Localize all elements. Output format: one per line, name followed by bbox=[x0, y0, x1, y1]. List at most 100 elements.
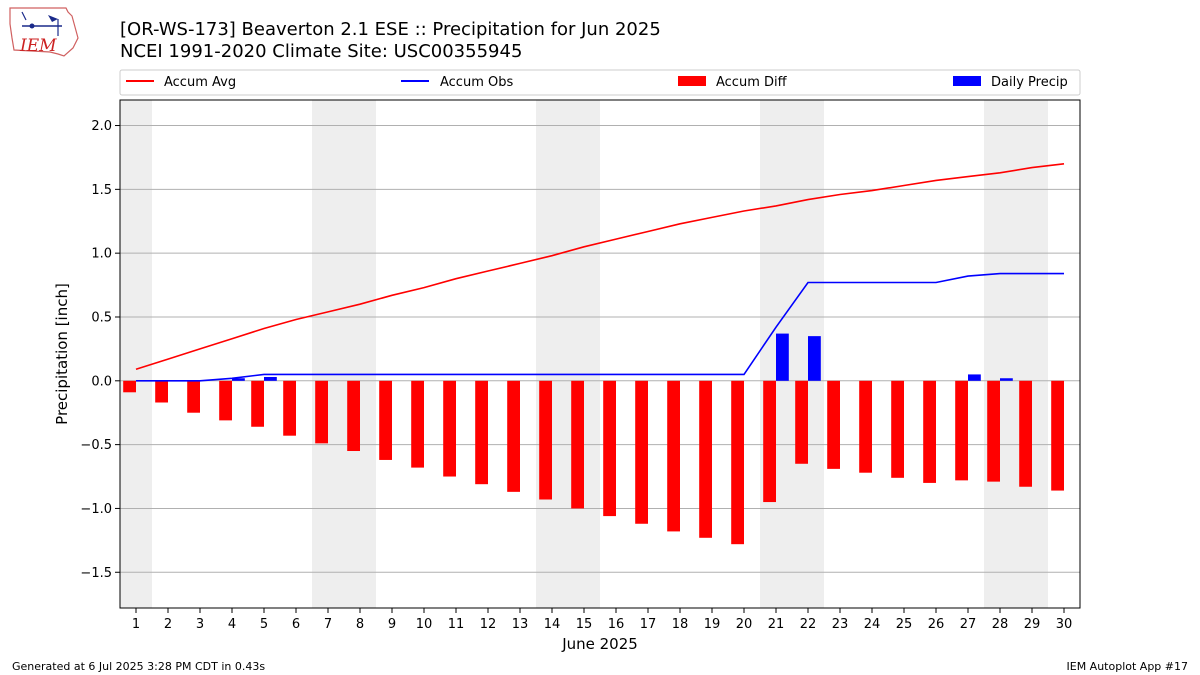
legend-item-daily-precip: Daily Precip bbox=[953, 75, 1068, 90]
accum-diff-bar bbox=[891, 380, 904, 478]
accum-diff-bar bbox=[443, 380, 456, 477]
legend-label-accum-obs: Accum Obs bbox=[440, 75, 513, 90]
x-tick-label: 13 bbox=[512, 617, 529, 632]
weather-station-icon bbox=[21, 11, 62, 36]
accum-diff-bar bbox=[283, 380, 296, 436]
bars bbox=[123, 333, 1064, 545]
footer-app: IEM Autoplot App #17 bbox=[1067, 660, 1189, 673]
x-tick-label: 14 bbox=[544, 617, 561, 632]
accum-diff-bar bbox=[699, 380, 712, 538]
accum-diff-bar bbox=[731, 380, 744, 545]
x-tick-label: 7 bbox=[324, 617, 332, 632]
accum-diff-bar bbox=[795, 380, 808, 464]
y-tick-label: 1.5 bbox=[91, 183, 112, 198]
accum-diff-bar bbox=[123, 380, 136, 393]
daily-precip-bar bbox=[776, 333, 789, 381]
y-axis-label: Precipitation [inch] bbox=[53, 283, 71, 425]
accum-diff-bar bbox=[923, 380, 936, 483]
accum-diff-bar bbox=[411, 380, 424, 468]
legend-label-accum-diff: Accum Diff bbox=[716, 75, 788, 90]
iem-logo: IEM bbox=[9, 7, 79, 57]
accum-diff-bar bbox=[987, 380, 1000, 482]
daily-precip-bar bbox=[968, 374, 981, 381]
weekend-band bbox=[1016, 100, 1048, 608]
lines bbox=[135, 163, 1065, 382]
legend-label-accum-avg: Accum Avg bbox=[164, 75, 236, 90]
weekend-band bbox=[984, 100, 1016, 608]
accum-diff-bar bbox=[315, 380, 328, 444]
x-tick-label: 27 bbox=[960, 617, 977, 632]
y-tick-label: 0.5 bbox=[91, 310, 112, 325]
x-tick-label: 15 bbox=[576, 617, 593, 632]
accum-diff-bar bbox=[763, 380, 776, 503]
logo-text: IEM bbox=[19, 36, 57, 56]
daily-precip-bar bbox=[808, 336, 821, 381]
x-axis: 1 2 3 4 5 6 7 8 9 10 11 12 13 14 15 16 17 18 19 20 21 22 23 24 2… bbox=[132, 608, 1072, 632]
weekend-band bbox=[536, 100, 568, 608]
x-tick-label: 6 bbox=[292, 617, 300, 632]
y-tick-label: 2.0 bbox=[91, 119, 112, 134]
x-tick-label: 28 bbox=[992, 617, 1009, 632]
chart-title: [OR-WS-173] Beaverton 2.1 ESE :: Precipi… bbox=[120, 19, 661, 40]
x-tick-label: 16 bbox=[608, 617, 625, 632]
accum-diff-bar bbox=[955, 380, 968, 481]
accum-diff-bar bbox=[251, 380, 264, 427]
x-tick-label: 1 bbox=[132, 617, 140, 632]
daily-precip-bar bbox=[232, 378, 245, 381]
accum-diff-bar bbox=[539, 380, 552, 500]
y-tick-label: 0.0 bbox=[91, 374, 112, 389]
weekend-band bbox=[312, 100, 344, 608]
x-tick-label: 3 bbox=[196, 617, 204, 632]
accum-diff-bar bbox=[603, 380, 616, 517]
x-tick-label: 21 bbox=[768, 617, 785, 632]
accum-diff-bar bbox=[859, 380, 872, 473]
weekend-band bbox=[120, 100, 152, 608]
accum-diff-bar bbox=[635, 380, 648, 524]
x-tick-label: 9 bbox=[388, 617, 396, 632]
x-tick-label: 23 bbox=[832, 617, 849, 632]
x-tick-label: 20 bbox=[736, 617, 753, 632]
y-tick-label: 1.0 bbox=[91, 247, 112, 262]
x-tick-label: 30 bbox=[1056, 617, 1073, 632]
accum-diff-bar bbox=[475, 380, 488, 485]
accum-diff-bar bbox=[379, 380, 392, 460]
accum-diff-bar bbox=[1051, 380, 1064, 491]
accum-diff-bar bbox=[1019, 380, 1032, 487]
accum-avg-line bbox=[135, 163, 1065, 371]
x-tick-label: 11 bbox=[448, 617, 465, 632]
daily-precip-bar bbox=[264, 376, 277, 381]
y-tick-label: −1.0 bbox=[80, 502, 112, 517]
gridlines bbox=[120, 125, 1080, 573]
accum-diff-bar bbox=[507, 380, 520, 492]
accum-obs-line bbox=[136, 272, 1064, 382]
x-tick-label: 8 bbox=[356, 617, 364, 632]
x-tick-label: 10 bbox=[416, 617, 433, 632]
weekend-shading bbox=[120, 100, 1048, 608]
x-tick-label: 25 bbox=[896, 617, 913, 632]
legend: Accum Avg Accum Obs Accum Diff Daily Pre… bbox=[119, 69, 1081, 96]
accum-diff-bar bbox=[571, 380, 584, 509]
accum-diff-bar bbox=[347, 380, 360, 452]
x-tick-label: 22 bbox=[800, 617, 817, 632]
daily-precip-bar bbox=[1000, 378, 1013, 381]
x-tick-label: 4 bbox=[228, 617, 236, 632]
weekend-band bbox=[568, 100, 600, 608]
x-tick-label: 12 bbox=[480, 617, 497, 632]
x-tick-label: 29 bbox=[1024, 617, 1041, 632]
chart-subtitle: NCEI 1991-2020 Climate Site: USC00355945 bbox=[120, 41, 522, 62]
y-tick-label: −0.5 bbox=[80, 438, 112, 453]
legend-label-daily-precip: Daily Precip bbox=[991, 75, 1068, 90]
y-tick-label: −1.5 bbox=[80, 566, 112, 581]
weekend-band bbox=[344, 100, 376, 608]
x-tick-label: 18 bbox=[672, 617, 689, 632]
accum-diff-bar bbox=[187, 380, 200, 413]
legend-item-accum-obs: Accum Obs bbox=[401, 75, 513, 90]
x-tick-label: 17 bbox=[640, 617, 657, 632]
plot-frame bbox=[119, 99, 1081, 609]
accum-diff-bar bbox=[155, 380, 168, 403]
x-axis-label: June 2025 bbox=[561, 635, 638, 653]
x-tick-label: 19 bbox=[704, 617, 721, 632]
x-tick-label: 2 bbox=[164, 617, 172, 632]
legend-item-accum-avg: Accum Avg bbox=[126, 75, 236, 90]
